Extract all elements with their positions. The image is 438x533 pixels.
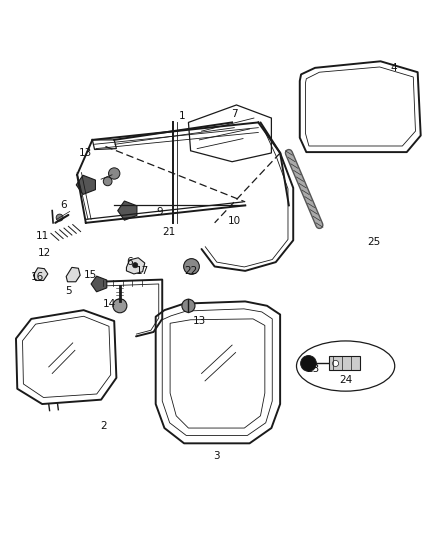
Text: 6: 6	[61, 200, 67, 211]
Text: 23: 23	[306, 364, 319, 374]
Text: 11: 11	[35, 231, 49, 241]
Text: 2: 2	[100, 421, 106, 431]
Circle shape	[182, 299, 195, 312]
Text: 12: 12	[38, 248, 51, 259]
Text: 5: 5	[65, 286, 72, 295]
Text: 1: 1	[179, 111, 185, 121]
Text: 13: 13	[79, 148, 92, 158]
Text: 17: 17	[136, 266, 149, 276]
Circle shape	[113, 299, 127, 313]
Circle shape	[300, 356, 316, 372]
Text: 3: 3	[213, 451, 220, 462]
Text: 9: 9	[157, 207, 163, 217]
Polygon shape	[118, 201, 137, 220]
Text: 22: 22	[184, 266, 197, 276]
Circle shape	[332, 360, 339, 367]
Polygon shape	[33, 268, 48, 280]
Text: 16: 16	[31, 272, 44, 282]
Bar	[329, 357, 360, 370]
Circle shape	[133, 263, 138, 268]
Text: 14: 14	[103, 298, 117, 309]
Polygon shape	[127, 258, 145, 274]
Polygon shape	[66, 268, 80, 282]
Circle shape	[56, 214, 63, 221]
Text: 6: 6	[126, 257, 133, 267]
Text: 13: 13	[193, 316, 206, 326]
Text: 24: 24	[339, 375, 352, 385]
Circle shape	[184, 259, 199, 274]
Text: 15: 15	[84, 270, 97, 280]
Text: 10: 10	[228, 216, 241, 225]
Text: 21: 21	[162, 227, 175, 237]
Text: 25: 25	[367, 238, 381, 247]
Polygon shape	[76, 175, 95, 195]
Text: 4: 4	[390, 63, 397, 73]
Circle shape	[109, 168, 120, 179]
Circle shape	[103, 177, 112, 185]
Polygon shape	[91, 276, 107, 292]
Text: 7: 7	[231, 109, 237, 119]
